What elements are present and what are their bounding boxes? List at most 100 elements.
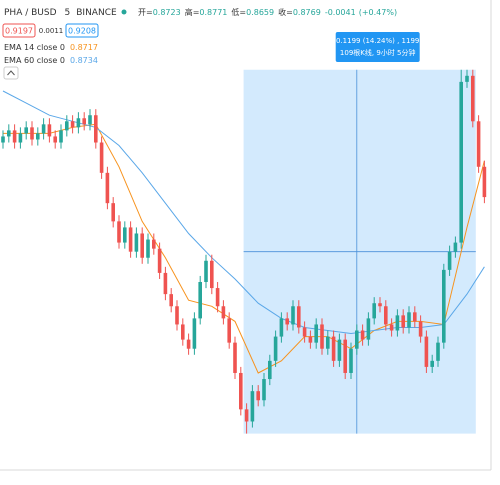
candle-body — [198, 282, 202, 319]
candle-body — [47, 124, 52, 137]
candle-body — [239, 372, 243, 410]
candle-body — [146, 239, 150, 258]
candle-body — [302, 327, 307, 337]
ohlc-label: 收= — [278, 7, 293, 17]
candle-body — [407, 312, 411, 328]
candle-body — [320, 324, 324, 349]
candle-body — [117, 221, 121, 243]
ohlc-label: 低= — [231, 7, 246, 17]
candle-body — [343, 339, 347, 373]
measure-tooltip — [335, 32, 420, 62]
candle-body — [152, 239, 156, 249]
bid: 0.9197 — [5, 27, 33, 36]
status-dot — [121, 9, 127, 15]
candle-body — [471, 75, 475, 122]
candle-body — [65, 121, 69, 131]
exchange: BINANCE — [76, 8, 117, 18]
candle-body — [99, 142, 104, 173]
candle-body — [372, 303, 376, 319]
candle-body — [53, 136, 57, 143]
candle-body — [204, 260, 208, 282]
spread: 0.0011 — [39, 27, 64, 35]
candle-body — [366, 318, 371, 340]
candle-body — [395, 315, 400, 331]
collapse-button[interactable] — [3, 66, 19, 80]
candle-body — [314, 324, 318, 343]
candle-body — [175, 306, 179, 325]
ohlc-line: 开=0.8723 高=0.8771 低=0.8659 收=0.8769 -0.0041(… — [138, 7, 397, 17]
candle-body — [447, 251, 452, 270]
candle-body — [459, 81, 463, 243]
candle-body — [94, 115, 98, 143]
interval: 5 — [65, 8, 71, 18]
ohlc-value: 0.8723 — [153, 8, 181, 17]
ask-box — [65, 23, 99, 38]
candle-body — [30, 127, 34, 140]
legend-entry: EMA 14 close 0 0.8717 — [4, 43, 98, 52]
bid-box — [2, 23, 36, 38]
candle-body — [169, 294, 173, 307]
candle-body — [70, 121, 75, 128]
candle-body — [12, 130, 17, 143]
candle-body — [163, 272, 168, 295]
candle-body — [123, 227, 127, 243]
ask: 0.9208 — [68, 27, 96, 36]
candle-body — [210, 260, 214, 289]
candle-body — [244, 409, 249, 422]
candle-body — [355, 330, 359, 349]
candle-body — [279, 318, 284, 337]
candle-body — [482, 166, 487, 198]
candle-body — [256, 391, 260, 401]
candle-body — [418, 321, 423, 337]
candle-body — [140, 233, 144, 258]
candle-body — [105, 172, 110, 204]
candle-body — [389, 324, 394, 331]
measure-label: 0.1199 (14.24%) , 1199 — [336, 37, 419, 45]
symbol: PHA / BUSD — [4, 8, 57, 18]
candle-body — [24, 127, 28, 134]
ohlc-value: 0.8771 — [199, 8, 227, 17]
symbol-header: PHA / BUSD 5 BINANCE — [4, 8, 117, 18]
candle-body — [308, 336, 313, 343]
change: -0.0041 — [325, 8, 356, 17]
legend-entry: EMA 60 close 0 0.8734 — [4, 56, 98, 65]
candle-body — [430, 360, 434, 367]
candle-body — [128, 227, 133, 252]
candle-body — [1, 136, 5, 143]
candle-body — [476, 121, 481, 167]
candle-body — [7, 130, 11, 137]
candle-body — [111, 203, 115, 222]
legend-name: EMA 14 close 0 — [4, 43, 65, 52]
collapse-icon — [7, 70, 15, 76]
change-pct: (+0.47%) — [359, 8, 397, 17]
candle-body — [384, 306, 388, 325]
candle-body — [285, 318, 289, 325]
legend-value: 0.8717 — [70, 43, 98, 52]
candle-body — [436, 342, 440, 361]
candle-body — [413, 312, 417, 322]
candle-body — [262, 379, 266, 401]
candle-body — [401, 315, 405, 328]
candle-body — [273, 336, 278, 361]
ohlc-label: 开= — [138, 8, 153, 17]
candle-body — [192, 318, 197, 349]
candle-body — [268, 360, 272, 380]
candle-body — [349, 348, 353, 373]
candle-body — [41, 124, 46, 134]
candle-body — [59, 130, 63, 143]
candle-body — [157, 248, 162, 273]
candle-body — [233, 342, 237, 373]
candle-body — [337, 339, 342, 361]
candle-body — [326, 336, 330, 349]
candle-body — [250, 391, 255, 422]
candle-body — [88, 115, 92, 125]
candle-body — [291, 306, 295, 325]
candle-body — [297, 306, 301, 328]
ohlc-value: 0.8659 — [246, 8, 274, 17]
measure-label: 109根K线, 9小时 5分钟 — [340, 48, 416, 57]
ohlc-value: 0.8769 — [293, 8, 321, 17]
legend-name: EMA 60 close 0 — [4, 56, 65, 65]
candle-body — [36, 133, 40, 140]
